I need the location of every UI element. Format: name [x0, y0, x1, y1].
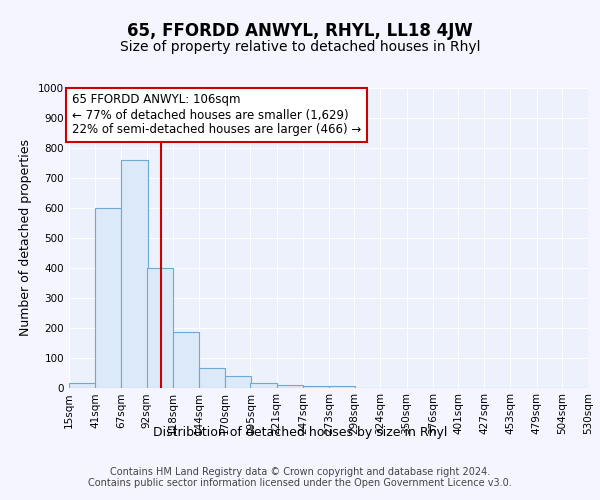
Bar	[329, 386, 355, 388]
Text: 65 FFORDD ANWYL: 106sqm
← 77% of detached houses are smaller (1,629)
22% of semi: 65 FFORDD ANWYL: 106sqm ← 77% of detache…	[72, 94, 361, 136]
Text: Distribution of detached houses by size in Rhyl: Distribution of detached houses by size …	[153, 426, 447, 439]
Text: Size of property relative to detached houses in Rhyl: Size of property relative to detached ho…	[120, 40, 480, 54]
Text: Contains HM Land Registry data © Crown copyright and database right 2024.
Contai: Contains HM Land Registry data © Crown c…	[88, 466, 512, 488]
Bar	[146, 268, 173, 388]
Bar	[225, 376, 251, 388]
Bar	[69, 383, 95, 388]
Bar	[121, 160, 148, 388]
Y-axis label: Number of detached properties: Number of detached properties	[19, 139, 32, 336]
Bar	[250, 383, 277, 388]
Bar	[173, 332, 199, 388]
Bar	[199, 368, 225, 388]
Bar	[277, 384, 303, 388]
Bar	[303, 386, 329, 388]
Text: 65, FFORDD ANWYL, RHYL, LL18 4JW: 65, FFORDD ANWYL, RHYL, LL18 4JW	[127, 22, 473, 40]
Bar	[95, 208, 121, 388]
